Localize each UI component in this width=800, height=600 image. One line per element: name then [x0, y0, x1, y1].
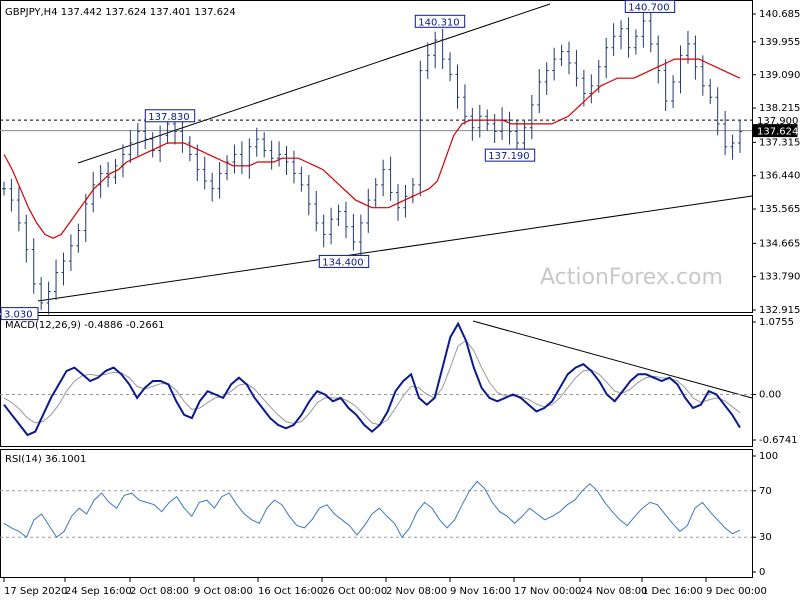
annotation-label: 137.190 [488, 151, 529, 162]
time-tick-label: 9 Nov 16:00 [450, 586, 511, 597]
price-axis: 140.685 139.955 139.090 138.215 137.315 136.4… [752, 9, 800, 316]
macd-axis: 1.0755 0.00 -0.6741 [752, 317, 798, 446]
price-annotations: 3.030 137.830 134.400 140.310 137.190 140.700 [0, 0, 676, 321]
annotation-box [414, 14, 466, 28]
rsi-axis: 100 70 30 0 [752, 451, 778, 578]
moving-average-line [3, 58, 741, 239]
price-header: GBPJPY,H4 137.442 137.624 137.401 137.62… [5, 7, 236, 18]
price-panel-frame [0, 0, 753, 313]
annotation-box [144, 109, 196, 123]
price-tick-label: 135.565 [759, 204, 800, 215]
price-tag-label: 137.900 [757, 116, 798, 127]
price-tick-label: 138.215 [759, 103, 800, 114]
time-tick-label: 26 Oct 00:00 [322, 586, 387, 597]
macd-line [3, 321, 741, 437]
price-tick-label: 132.915 [759, 305, 800, 316]
upper-channel-line [77, 3, 551, 164]
annotation-label: 140.700 [628, 2, 669, 13]
time-tick-label: 2 Oct 08:00 [130, 586, 189, 597]
rsi-tick-label: 30 [759, 532, 772, 543]
lower-channel-line [37, 195, 753, 302]
time-tick-label: 24 Sep 16:00 [65, 586, 132, 597]
time-tick-label: 9 Dec 00:00 [706, 586, 767, 597]
macd-trendline [472, 320, 753, 399]
time-tick-label: 17 Nov 00:00 [514, 586, 581, 597]
watermark: ActionForex.com [540, 265, 723, 290]
time-tick-label: 2 Nov 08:00 [386, 586, 447, 597]
annotation-label: 134.400 [322, 257, 363, 268]
candles [2, 8, 742, 315]
price-tick-label: 134.665 [759, 238, 800, 249]
annotation-label: 140.310 [418, 17, 459, 28]
price-tick-label: 136.440 [759, 171, 800, 182]
rsi-tick-label: 0 [759, 567, 765, 578]
rsi-panel-frame [0, 449, 753, 578]
price-tick-label: 139.090 [759, 70, 800, 81]
macd-tick-label: -0.6741 [759, 435, 798, 446]
time-tick-label: 1 Dec 16:00 [642, 586, 703, 597]
annotation-label: 137.830 [148, 112, 189, 123]
rsi-line [3, 480, 741, 539]
annotation-box [318, 254, 370, 268]
macd-signal-line [3, 339, 741, 426]
annotation-box [624, 0, 676, 13]
price-tag-label: 137.624 [757, 127, 798, 138]
price-tick-label: 137.315 [759, 137, 800, 148]
rsi-tick-label: 70 [759, 486, 772, 497]
price-tag-box [753, 114, 797, 127]
price-tick-label: 133.790 [759, 272, 800, 283]
price-tick-label: 139.955 [759, 37, 800, 48]
rsi-tick-label: 100 [759, 451, 778, 462]
macd-tick-label: 1.0755 [759, 317, 794, 328]
time-tick-label: 16 Oct 16:00 [258, 586, 323, 597]
macd-tick-label: 0.00 [759, 390, 781, 401]
rsi-reference-lines [0, 490, 752, 538]
price-reference-lines [0, 119, 752, 132]
channel-trendlines [37, 3, 753, 399]
time-tick-label: 17 Sep 2020 [4, 586, 67, 597]
annotation-label: 3.030 [4, 310, 33, 321]
price-tag-box [752, 124, 798, 138]
annotation-box [0, 307, 39, 321]
time-tick-label: 9 Oct 08:00 [194, 586, 253, 597]
annotation-box [484, 148, 536, 162]
macd-header: MACD(12,26,9) -0.4886 -0.2661 [5, 320, 165, 331]
time-tick-label: 24 Nov 08:00 [580, 586, 647, 597]
price-tick-label: 140.685 [759, 9, 800, 20]
rsi-header: RSI(14) 36.1001 [5, 454, 86, 465]
